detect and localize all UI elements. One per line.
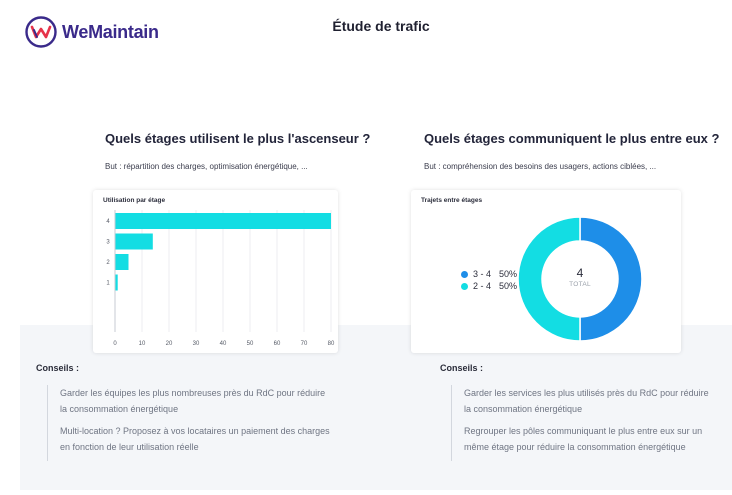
y-tick-label: 1 — [106, 281, 110, 287]
legend-percent: 50% — [499, 269, 518, 279]
left-section-subtitle: But : répartition des charges, optimisat… — [105, 162, 308, 171]
right-section-subtitle: But : compréhension des besoins des usag… — [424, 162, 657, 171]
advice-item: Multi-location ? Proposez à vos locatair… — [60, 426, 330, 452]
x-tick-label: 70 — [301, 341, 308, 347]
x-tick-label: 50 — [247, 341, 254, 347]
x-tick-label: 30 — [193, 341, 200, 347]
donut-slice[interactable] — [579, 216, 643, 342]
x-tick-label: 0 — [113, 341, 117, 347]
left-advice-list: Garder les équipes les plus nombreuses p… — [47, 385, 332, 461]
wemaintain-logo-icon — [25, 16, 57, 48]
bar-chart: 0 10 20 30 40 50 60 70 80 4 3 2 1 — [106, 210, 335, 347]
page-title: Étude de trafic — [332, 18, 430, 34]
right-advice-title: Conseils : — [440, 363, 484, 373]
legend-label: 3 - 4 — [473, 269, 492, 279]
logo[interactable]: WeMaintain — [25, 16, 159, 48]
donut-chart-title: Trajets entre étages — [421, 197, 483, 204]
donut-slice[interactable] — [517, 216, 581, 342]
advice-item: Garder les équipes les plus nombreuses p… — [60, 388, 326, 414]
logo-text: WeMaintain — [62, 21, 159, 42]
x-tick-label: 20 — [166, 341, 173, 347]
legend-dot — [461, 270, 468, 278]
donut-center: 4 TOTAL — [550, 266, 610, 288]
bar-chart-card: Utilisation par étage 0 10 20 30 40 50 60 70 80 4… — [93, 190, 338, 353]
legend-label: 2 - 4 — [473, 281, 492, 291]
x-tick-label: 80 — [328, 341, 335, 347]
left-advice-title: Conseils : — [36, 363, 80, 373]
donut-chart-card: Trajets entre étages 3 - 4 50% 2 - 4 50%… — [411, 190, 681, 353]
legend-item[interactable]: 2 - 4 50% — [461, 280, 517, 292]
donut-legend: 3 - 4 50% 2 - 4 50% — [461, 268, 517, 292]
bar-chart-title: Utilisation par étage — [103, 197, 166, 204]
bar[interactable] — [115, 233, 153, 250]
x-tick-label: 10 — [139, 341, 146, 347]
donut-chart — [517, 216, 643, 342]
y-tick-label: 4 — [106, 219, 110, 225]
right-advice-list: Garder les services les plus utilisés pr… — [451, 385, 711, 461]
donut-total-label: TOTAL — [569, 281, 591, 288]
legend-dot — [461, 282, 468, 290]
x-tick-label: 60 — [274, 341, 281, 347]
donut-total-value: 4 — [576, 266, 584, 280]
x-tick-label: 40 — [220, 341, 227, 347]
bar[interactable] — [115, 213, 332, 229]
left-section-title: Quels étages utilisent le plus l'ascense… — [105, 131, 371, 146]
advice-item: Regrouper les pôles communiquant le plus… — [464, 426, 703, 452]
bar[interactable] — [115, 254, 129, 270]
legend-item[interactable]: 3 - 4 50% — [461, 268, 517, 280]
legend-percent: 50% — [499, 281, 518, 291]
advice-item: Garder les services les plus utilisés pr… — [464, 388, 709, 414]
y-tick-label: 2 — [106, 260, 110, 266]
y-tick-label: 3 — [106, 240, 110, 246]
bar[interactable] — [115, 274, 118, 291]
right-section-title: Quels étages communiquent le plus entre … — [424, 131, 720, 146]
